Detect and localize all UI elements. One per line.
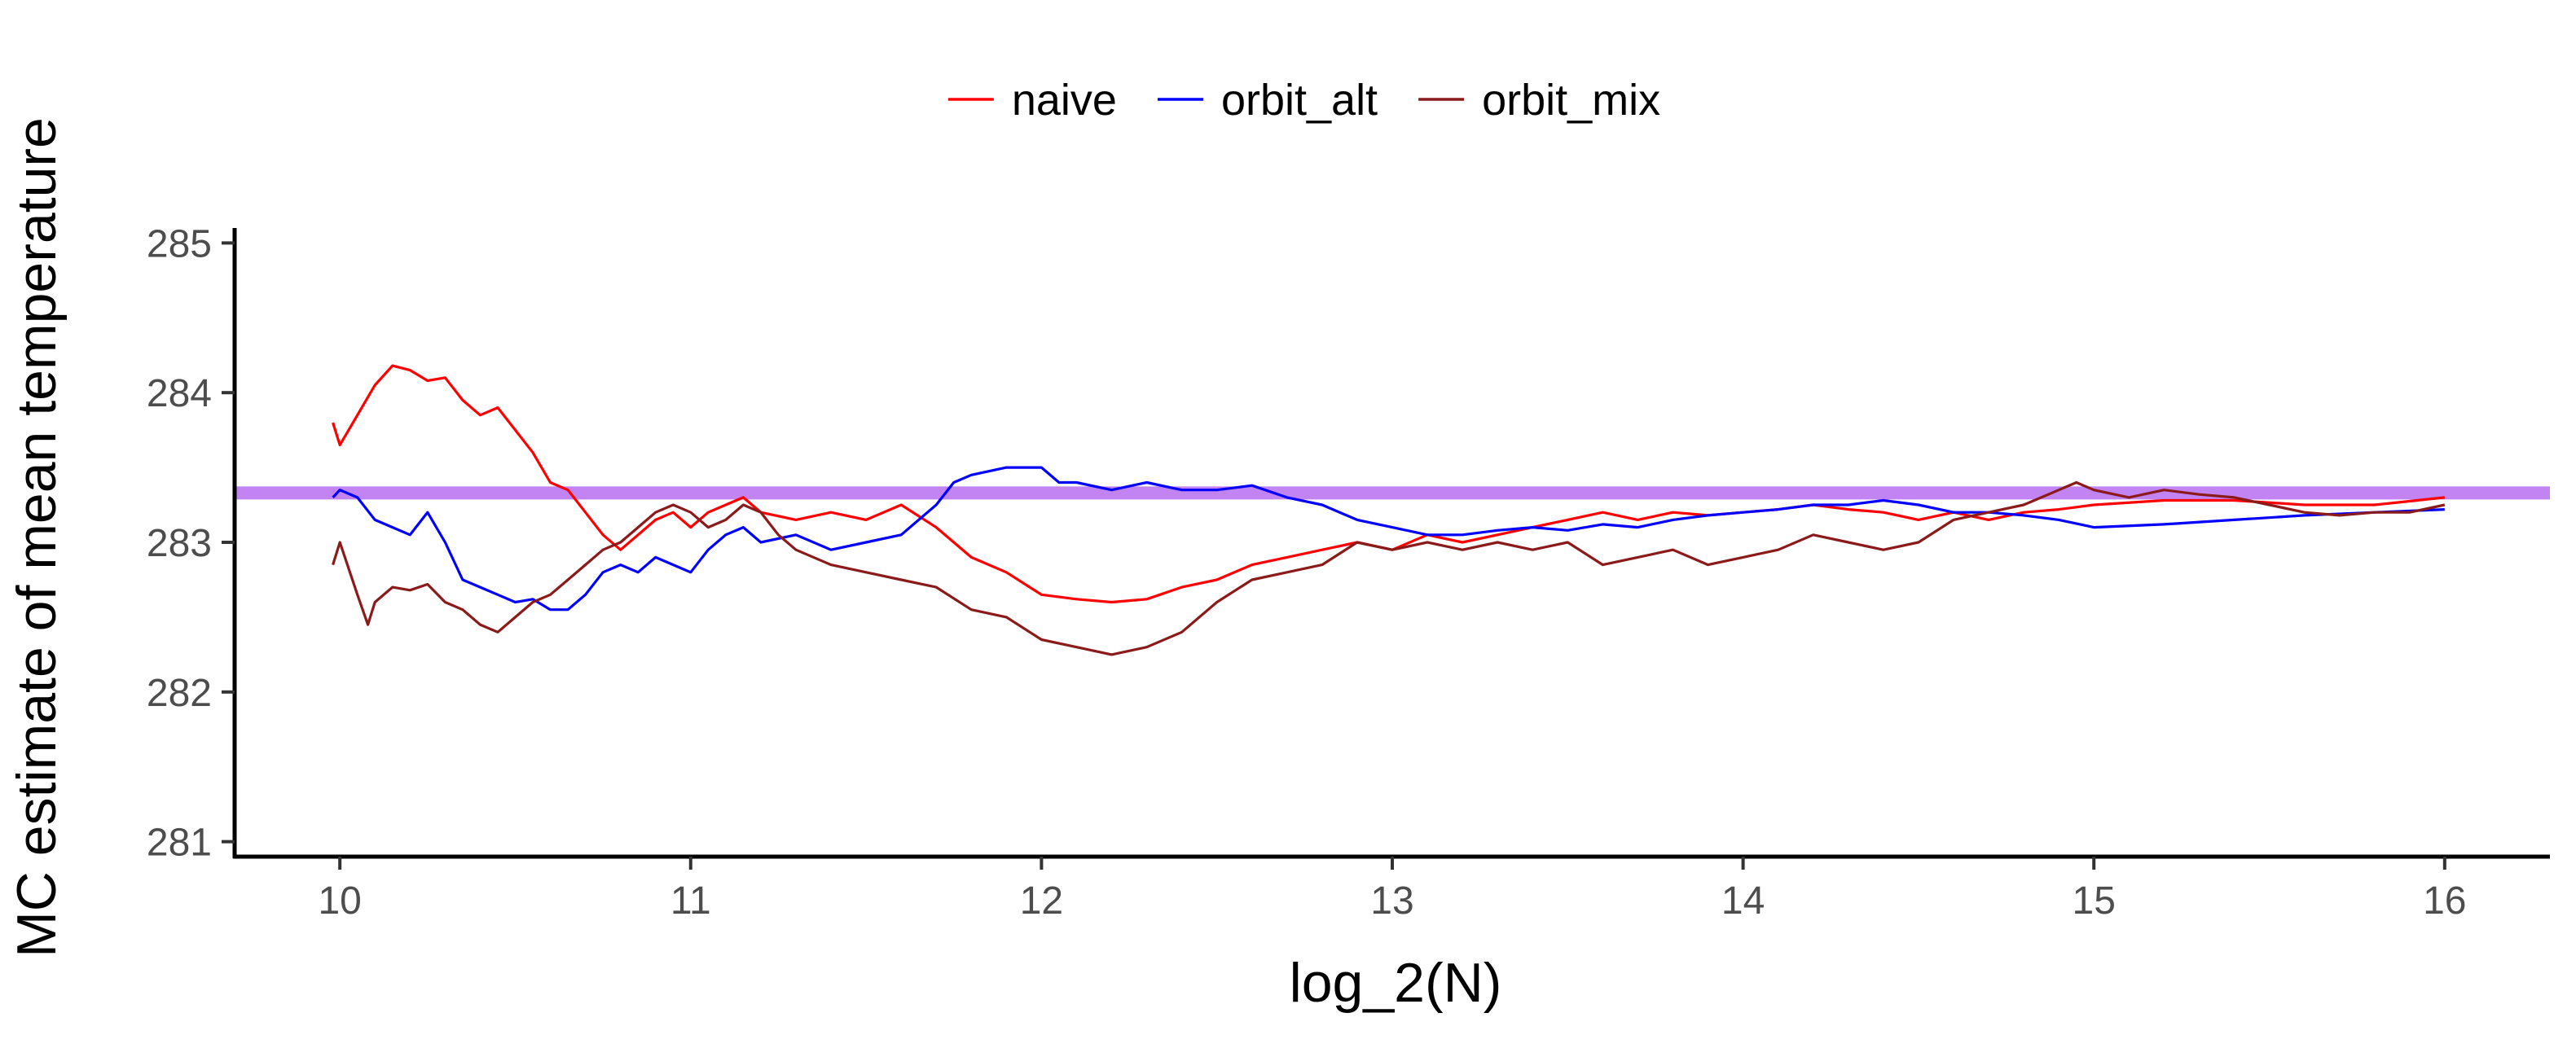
y-axis-title: MC estimate of mean temperature — [6, 117, 68, 958]
legend-label-naive: naive — [1012, 76, 1117, 125]
x-tick-label: 15 — [2073, 879, 2116, 923]
series-line-orbit-alt — [332, 466, 2445, 612]
y-tick-label: 281 — [147, 822, 212, 865]
axes-layer: 281 282 283 284 285 10 11 12 13 14 15 16 — [147, 222, 2550, 923]
y-tick-label: 283 — [147, 522, 212, 565]
y-tick-label: 282 — [147, 672, 212, 715]
legend-label-orbit-mix: orbit_mix — [1482, 76, 1660, 125]
y-tick-label: 285 — [147, 222, 212, 265]
series-line-naive — [332, 364, 2445, 604]
legend: naive orbit_alt orbit_mix — [947, 76, 1660, 125]
x-tick-label: 13 — [1370, 879, 1413, 923]
x-tick-label: 12 — [1020, 879, 1063, 923]
x-tick-label: 14 — [1721, 879, 1765, 923]
legend-label-orbit-alt: orbit_alt — [1221, 76, 1378, 125]
series-line-orbit-mix — [332, 480, 2446, 656]
x-tick-label: 16 — [2423, 879, 2466, 923]
y-tick-label: 284 — [147, 372, 212, 415]
series-layer — [332, 364, 2446, 656]
x-axis-title: log_2(N) — [1290, 952, 1502, 1014]
x-tick-label: 11 — [670, 879, 711, 923]
x-tick-label: 10 — [318, 879, 361, 923]
